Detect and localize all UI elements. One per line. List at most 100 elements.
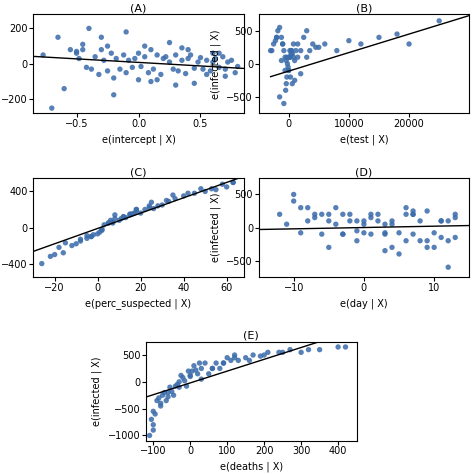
Point: [192, 366, 200, 374]
Point: [451, 234, 459, 241]
Point: [287, 50, 295, 58]
Point: [209, 49, 217, 57]
Title: (C): (C): [130, 167, 147, 177]
Point: [290, 40, 297, 48]
Point: [208, 185, 215, 192]
Point: [278, 57, 285, 64]
Y-axis label: e(infected | X): e(infected | X): [91, 356, 102, 426]
Point: [209, 58, 217, 66]
Point: [107, 217, 114, 224]
Point: [346, 210, 354, 218]
Point: [166, 58, 173, 66]
Point: [186, 373, 194, 380]
Point: [325, 217, 333, 225]
X-axis label: e(test | X): e(test | X): [339, 135, 388, 145]
Point: [166, 39, 173, 46]
Point: [283, 57, 290, 64]
Point: [73, 47, 81, 55]
Point: [223, 183, 230, 191]
Point: [315, 44, 323, 51]
Point: [149, 421, 157, 428]
Point: [184, 367, 192, 375]
Point: [163, 397, 170, 404]
Point: [141, 53, 148, 61]
Point: [146, 432, 154, 439]
Point: [169, 65, 177, 73]
Point: [146, 202, 153, 210]
Point: [235, 356, 242, 364]
Point: [229, 179, 237, 186]
Point: [360, 217, 368, 225]
Point: [286, 54, 294, 61]
Point: [194, 58, 202, 66]
Point: [171, 195, 179, 202]
Point: [68, 242, 76, 249]
Point: [133, 208, 140, 215]
Point: [321, 40, 328, 48]
Point: [286, 47, 294, 55]
Point: [423, 237, 431, 245]
Point: [54, 34, 62, 41]
Point: [333, 47, 341, 55]
Point: [170, 392, 177, 399]
Point: [48, 104, 55, 112]
Point: [242, 354, 249, 362]
Point: [116, 65, 124, 73]
Point: [160, 55, 167, 62]
X-axis label: e(intercept | X): e(intercept | X): [101, 135, 175, 145]
Point: [161, 389, 168, 396]
Point: [212, 359, 220, 367]
Point: [402, 237, 410, 245]
Point: [115, 217, 123, 224]
Point: [38, 260, 46, 267]
Title: (B): (B): [356, 3, 372, 13]
Y-axis label: e(infected | X): e(infected | X): [210, 29, 221, 99]
Point: [229, 179, 237, 186]
Point: [294, 40, 301, 48]
Point: [388, 217, 396, 225]
Point: [273, 34, 281, 41]
Point: [286, 346, 294, 354]
Point: [137, 63, 145, 70]
Point: [256, 352, 264, 360]
Point: [223, 354, 231, 362]
Point: [153, 397, 161, 404]
Point: [267, 47, 274, 55]
Point: [279, 348, 286, 356]
Point: [284, 64, 292, 71]
Point: [215, 64, 223, 71]
Point: [77, 236, 84, 243]
Point: [312, 44, 319, 51]
Point: [325, 244, 333, 251]
Point: [175, 378, 183, 386]
Point: [147, 46, 155, 54]
Point: [174, 67, 182, 75]
Point: [73, 240, 80, 247]
Point: [297, 229, 304, 237]
Point: [105, 219, 112, 227]
Point: [120, 51, 128, 59]
Point: [287, 47, 295, 55]
Point: [276, 210, 283, 218]
Point: [409, 207, 417, 215]
Point: [98, 226, 106, 233]
Point: [207, 67, 214, 75]
Point: [306, 47, 313, 55]
Point: [228, 56, 235, 64]
Point: [39, 51, 47, 59]
Point: [164, 393, 172, 401]
Point: [137, 210, 145, 217]
Point: [175, 383, 183, 391]
Point: [290, 54, 297, 61]
Point: [393, 30, 401, 38]
Point: [122, 69, 130, 76]
Point: [212, 186, 220, 193]
Point: [305, 346, 312, 354]
Point: [283, 220, 291, 228]
Point: [159, 392, 166, 399]
Point: [201, 188, 209, 195]
Point: [112, 55, 120, 62]
Point: [339, 230, 346, 238]
Point: [283, 60, 291, 68]
Point: [283, 54, 291, 61]
